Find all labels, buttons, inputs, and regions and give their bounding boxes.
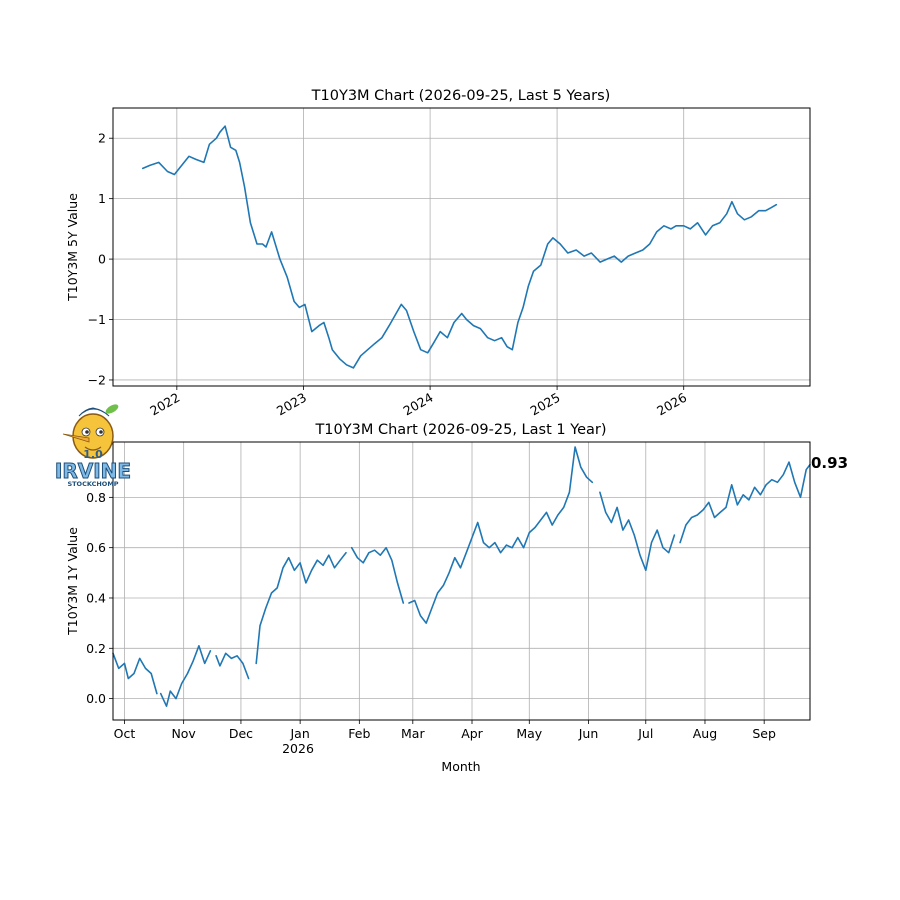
- bot-series-line: [350, 546, 405, 604]
- bot-x-tick-label: Mar: [401, 726, 425, 741]
- top-y-tick-label: 0: [98, 252, 106, 267]
- bot-x-tick-label: Jun: [578, 726, 599, 741]
- top-y-tick-label: 1: [98, 191, 106, 206]
- top-x-tick-label: 2023: [274, 390, 309, 419]
- top-x-tick-label: 2022: [147, 390, 182, 419]
- logo-version: 1.0: [83, 448, 103, 461]
- one-year-x-axis-label: Month: [441, 759, 480, 774]
- bot-x-tick-label: Apr: [461, 726, 483, 741]
- one-year-axes-frame: [112, 441, 811, 721]
- logo-brand: IRVINE: [55, 459, 131, 483]
- bot-series-line: [215, 652, 250, 680]
- bot-x-tick-label: Oct: [114, 726, 136, 741]
- five-year-ticks: −2 −1 0 1 2 2022 2023 2024 2025 2026: [88, 131, 690, 419]
- one-year-grid: [113, 442, 810, 720]
- five-year-series: [142, 125, 778, 369]
- one-year-x-year-label: 2026: [282, 741, 314, 756]
- five-year-grid: [113, 108, 810, 386]
- top-x-tick-label: 2026: [654, 390, 689, 419]
- top-y-tick-label: −1: [88, 312, 106, 327]
- one-year-y-axis-label: T10Y3M 1Y Value: [65, 527, 80, 636]
- last-value-label: 0.93: [811, 454, 848, 472]
- bot-x-tick-label: May: [516, 726, 542, 741]
- bot-y-tick-label: 0.4: [86, 590, 106, 605]
- one-year-chart: 0.0 0.2 0.4 0.6 0.8 Oct Nov Dec Jan Feb Mar Apr May J…: [65, 422, 848, 774]
- bot-x-tick-label: Dec: [229, 726, 253, 741]
- five-year-chart-title: T10Y3M Chart (2026-09-25, Last 5 Years): [311, 88, 611, 104]
- five-year-chart: −2 −1 0 1 2 2022 2023 2024 2025 2026 T10Y3M Chart…: [65, 88, 811, 419]
- top-y-tick-label: −2: [88, 372, 106, 387]
- top-series-line: [142, 125, 778, 369]
- top-x-tick-label: 2025: [528, 390, 563, 419]
- bot-x-tick-label: Sep: [752, 726, 776, 741]
- bot-x-tick-label: Jan: [289, 726, 309, 741]
- five-year-axes-frame: [112, 107, 811, 387]
- bot-x-tick-label: Nov: [171, 726, 196, 741]
- logo-subtitle: STOCKCHOMP: [67, 480, 118, 488]
- bot-series-line: [255, 551, 347, 665]
- one-year-chart-title: T10Y3M Chart (2026-09-25, Last 1 Year): [314, 422, 606, 438]
- one-year-ticks: 0.0 0.2 0.4 0.6 0.8 Oct Nov Dec Jan Feb Mar Apr May J…: [86, 490, 776, 741]
- one-year-series: [112, 446, 811, 707]
- bot-y-tick-label: 0.2: [86, 641, 106, 656]
- five-year-y-axis-label: T10Y3M 5Y Value: [65, 193, 80, 302]
- bot-x-tick-label: Jul: [637, 726, 653, 741]
- top-y-tick-label: 2: [98, 131, 106, 146]
- bot-series-line: [112, 652, 158, 695]
- top-x-tick-label: 2024: [401, 390, 436, 419]
- bot-series-line: [599, 491, 676, 572]
- bot-series-line: [679, 461, 811, 544]
- bot-series-line: [159, 645, 212, 707]
- bot-x-tick-label: Feb: [348, 726, 370, 741]
- bot-y-tick-label: 0.0: [86, 691, 106, 706]
- bot-series-line: [408, 446, 594, 624]
- bot-y-tick-label: 0.8: [86, 490, 106, 505]
- bot-x-tick-label: Aug: [693, 726, 717, 741]
- bot-y-tick-label: 0.6: [86, 540, 106, 555]
- irvine-stockchomp-logo: 1.0 IRVINE STOCKCHOMP: [54, 404, 132, 488]
